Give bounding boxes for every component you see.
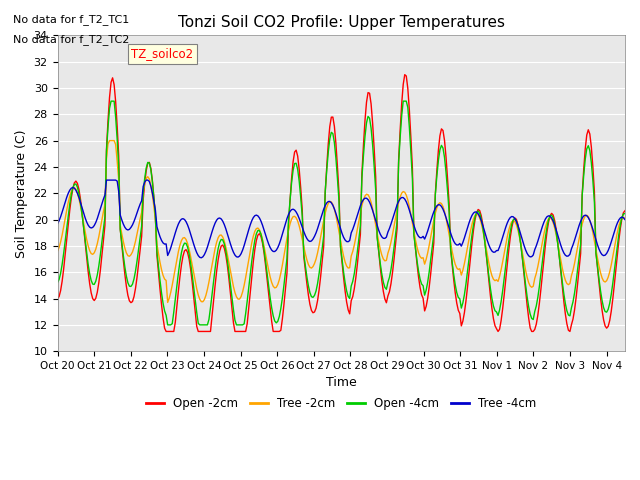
Open -4cm xyxy=(346,296,353,301)
Tree -4cm xyxy=(346,238,353,243)
Open -4cm xyxy=(108,98,115,104)
Legend: Open -2cm, Tree -2cm, Open -4cm, Tree -4cm: Open -2cm, Tree -2cm, Open -4cm, Tree -4… xyxy=(141,392,541,415)
Open -2cm xyxy=(473,210,481,216)
Open -4cm xyxy=(164,322,172,328)
Text: No data for f_T2_TC2: No data for f_T2_TC2 xyxy=(13,34,129,45)
Open -2cm xyxy=(163,329,170,335)
X-axis label: Time: Time xyxy=(326,376,356,389)
Tree -2cm xyxy=(621,216,629,222)
Tree -4cm xyxy=(621,217,629,223)
Tree -4cm xyxy=(127,225,135,230)
Title: Tonzi Soil CO2 Profile: Upper Temperatures: Tonzi Soil CO2 Profile: Upper Temperatur… xyxy=(178,15,505,30)
Text: No data for f_T2_TC1: No data for f_T2_TC1 xyxy=(13,14,129,25)
Open -2cm xyxy=(401,72,408,78)
Tree -4cm xyxy=(54,221,61,227)
Open -2cm xyxy=(612,267,620,273)
Tree -2cm xyxy=(473,211,481,217)
Open -2cm xyxy=(147,166,155,171)
Tree -4cm xyxy=(148,190,156,196)
Open -2cm xyxy=(54,296,61,301)
Tree -2cm xyxy=(164,300,172,305)
Open -4cm xyxy=(248,258,255,264)
Y-axis label: Soil Temperature (C): Soil Temperature (C) xyxy=(15,129,28,257)
Tree -4cm xyxy=(612,224,620,230)
Tree -2cm xyxy=(127,252,135,258)
Open -4cm xyxy=(127,284,135,289)
Line: Tree -2cm: Tree -2cm xyxy=(58,141,625,302)
Tree -4cm xyxy=(248,218,255,224)
Line: Open -4cm: Open -4cm xyxy=(58,101,625,325)
Tree -4cm xyxy=(198,255,205,261)
Open -2cm xyxy=(344,307,352,312)
Tree -2cm xyxy=(148,192,156,198)
Tree -2cm xyxy=(54,248,61,254)
Tree -2cm xyxy=(612,237,620,243)
Tree -4cm xyxy=(102,177,110,183)
Open -2cm xyxy=(246,289,254,295)
Line: Open -2cm: Open -2cm xyxy=(58,75,625,332)
Line: Tree -4cm: Tree -4cm xyxy=(58,180,625,258)
Text: TZ_soilco2: TZ_soilco2 xyxy=(131,48,193,60)
Open -2cm xyxy=(125,298,133,304)
Open -4cm xyxy=(54,280,61,286)
Open -4cm xyxy=(148,179,156,184)
Tree -2cm xyxy=(106,138,113,144)
Open -4cm xyxy=(612,255,620,261)
Tree -2cm xyxy=(248,240,255,246)
Tree -2cm xyxy=(346,265,353,271)
Tree -4cm xyxy=(473,209,481,215)
Open -4cm xyxy=(473,209,481,215)
Open -4cm xyxy=(621,211,629,216)
Open -2cm xyxy=(621,208,629,214)
